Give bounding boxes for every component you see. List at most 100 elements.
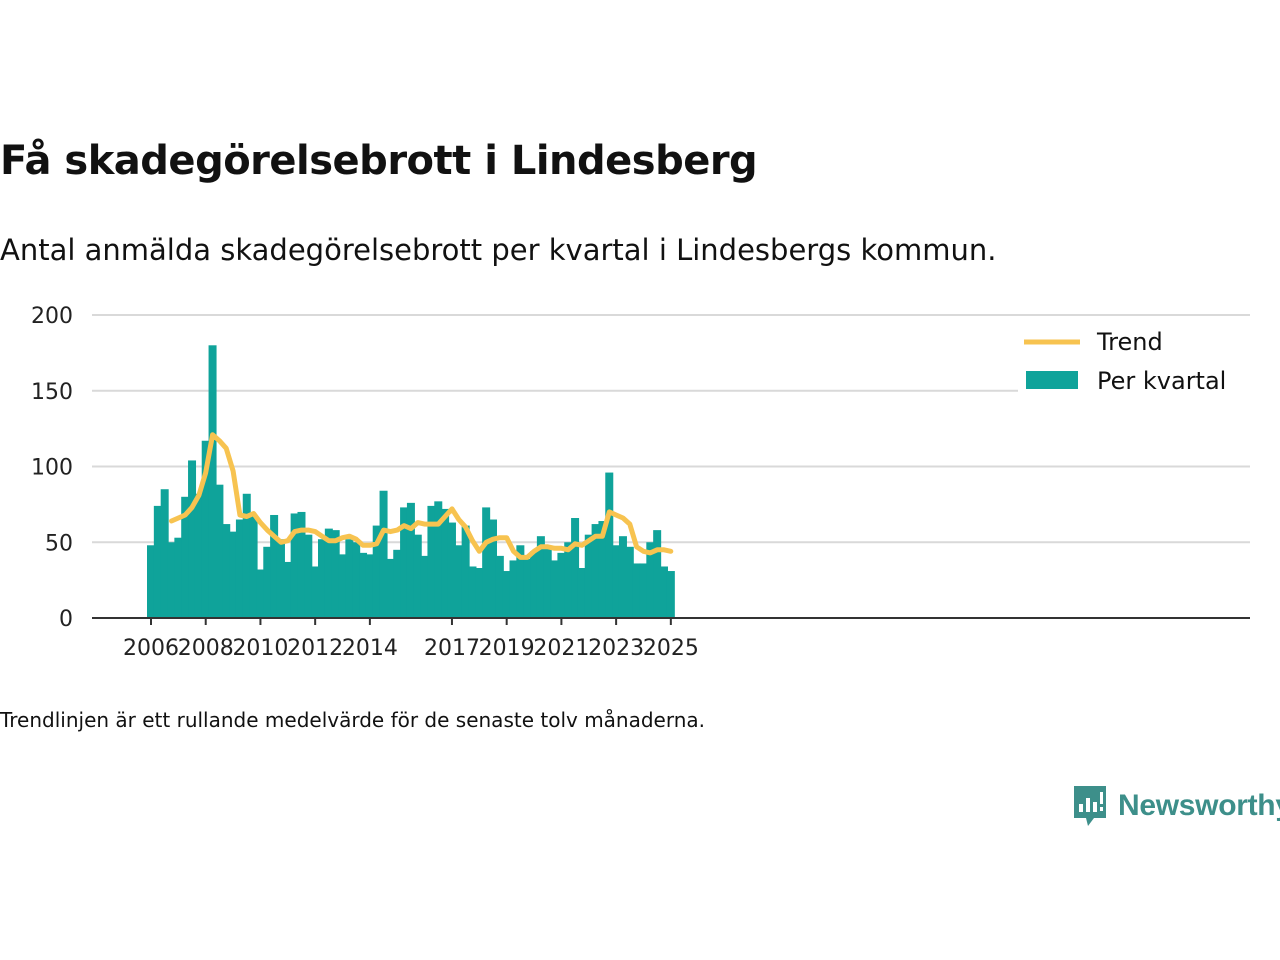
bar bbox=[468, 566, 477, 618]
bar bbox=[489, 519, 497, 618]
bar bbox=[530, 551, 539, 618]
bar bbox=[666, 571, 675, 618]
bar bbox=[359, 552, 368, 618]
bar bbox=[543, 546, 552, 618]
bar bbox=[201, 440, 210, 618]
bar bbox=[475, 568, 484, 618]
bar bbox=[639, 563, 648, 618]
y-tick-label: 150 bbox=[31, 380, 73, 405]
bar bbox=[318, 539, 326, 618]
x-tick-label: 2017 bbox=[424, 636, 480, 661]
bar bbox=[270, 514, 279, 618]
bar bbox=[612, 545, 621, 618]
bar bbox=[413, 534, 422, 618]
x-tick-label: 2006 bbox=[123, 636, 179, 661]
newsworthy-logo-icon bbox=[1074, 786, 1106, 826]
bar bbox=[536, 536, 545, 618]
bar bbox=[625, 546, 634, 618]
bar bbox=[311, 566, 320, 618]
legend-bar-swatch bbox=[1026, 371, 1078, 389]
bar bbox=[188, 460, 197, 618]
legend: Trend Per kvartal bbox=[1018, 318, 1250, 408]
bar bbox=[365, 554, 374, 618]
y-tick-label: 100 bbox=[31, 456, 73, 481]
bar bbox=[372, 525, 381, 618]
chart-title: Få skadegörelsebrott i Lindesberg bbox=[0, 138, 758, 184]
bar bbox=[646, 542, 655, 618]
bar bbox=[557, 552, 566, 618]
bar bbox=[632, 563, 641, 618]
bar bbox=[283, 561, 292, 618]
bar bbox=[461, 525, 470, 618]
x-tick-label: 2023 bbox=[588, 636, 644, 661]
x-tick-label: 2014 bbox=[342, 636, 398, 661]
bar bbox=[660, 566, 668, 618]
bar bbox=[509, 560, 518, 618]
bar bbox=[194, 493, 203, 618]
bar bbox=[516, 545, 525, 618]
bar bbox=[181, 496, 190, 618]
bar bbox=[564, 542, 573, 618]
bar bbox=[174, 537, 183, 618]
bar bbox=[598, 521, 607, 618]
x-tick-label: 2008 bbox=[178, 636, 234, 661]
bar bbox=[263, 546, 272, 618]
legend-bar-label: Per kvartal bbox=[1097, 367, 1226, 395]
bar bbox=[229, 531, 238, 618]
bar bbox=[400, 507, 409, 618]
bar bbox=[249, 516, 258, 618]
bar bbox=[276, 539, 285, 618]
x-tick-label: 2010 bbox=[232, 636, 288, 661]
bar bbox=[618, 536, 627, 618]
bar bbox=[208, 345, 217, 618]
bar bbox=[304, 534, 313, 618]
bar bbox=[147, 545, 155, 618]
bar bbox=[427, 505, 436, 618]
bar bbox=[242, 493, 251, 618]
bar bbox=[605, 472, 614, 618]
bar bbox=[331, 530, 340, 618]
y-axis: 0 50 100 150 200 bbox=[31, 304, 73, 632]
bar bbox=[434, 501, 443, 618]
y-tick-label: 200 bbox=[31, 304, 73, 329]
bar bbox=[591, 524, 600, 618]
bar bbox=[222, 524, 231, 618]
bar bbox=[502, 571, 511, 618]
legend-background bbox=[1018, 318, 1250, 408]
x-tick-label: 2012 bbox=[287, 636, 343, 661]
bar bbox=[454, 545, 463, 618]
x-tick-label: 2021 bbox=[533, 636, 589, 661]
bars bbox=[147, 345, 675, 618]
x-tick-label: 2025 bbox=[643, 636, 699, 661]
bar bbox=[482, 507, 491, 618]
bar bbox=[406, 502, 415, 618]
bar bbox=[215, 484, 224, 618]
bar bbox=[550, 560, 559, 618]
footnote: Trendlinjen är ett rullande medelvärde f… bbox=[0, 708, 706, 732]
bar bbox=[577, 568, 586, 618]
bar bbox=[345, 539, 354, 618]
gridlines bbox=[92, 314, 1250, 544]
bar bbox=[584, 534, 593, 618]
bar bbox=[256, 569, 265, 618]
chart-subtitle: Antal anmälda skadegörelsebrott per kvar… bbox=[0, 233, 997, 267]
bar bbox=[441, 508, 450, 618]
bar bbox=[338, 554, 347, 618]
bar bbox=[153, 505, 162, 618]
trend-line-group bbox=[169, 432, 674, 560]
x-tick-label: 2019 bbox=[479, 636, 535, 661]
bar bbox=[160, 489, 169, 618]
legend-trend-label: Trend bbox=[1096, 328, 1163, 356]
bar bbox=[290, 513, 299, 618]
brand-name: Newsworthy bbox=[1118, 789, 1280, 822]
bar bbox=[523, 558, 532, 618]
bar bbox=[297, 511, 306, 618]
bar bbox=[324, 528, 333, 618]
y-tick-label: 0 bbox=[59, 607, 73, 632]
brand-logo[interactable]: Newsworthy bbox=[1072, 784, 1280, 828]
bar bbox=[379, 490, 388, 618]
bar bbox=[420, 555, 429, 618]
bar bbox=[393, 549, 402, 618]
